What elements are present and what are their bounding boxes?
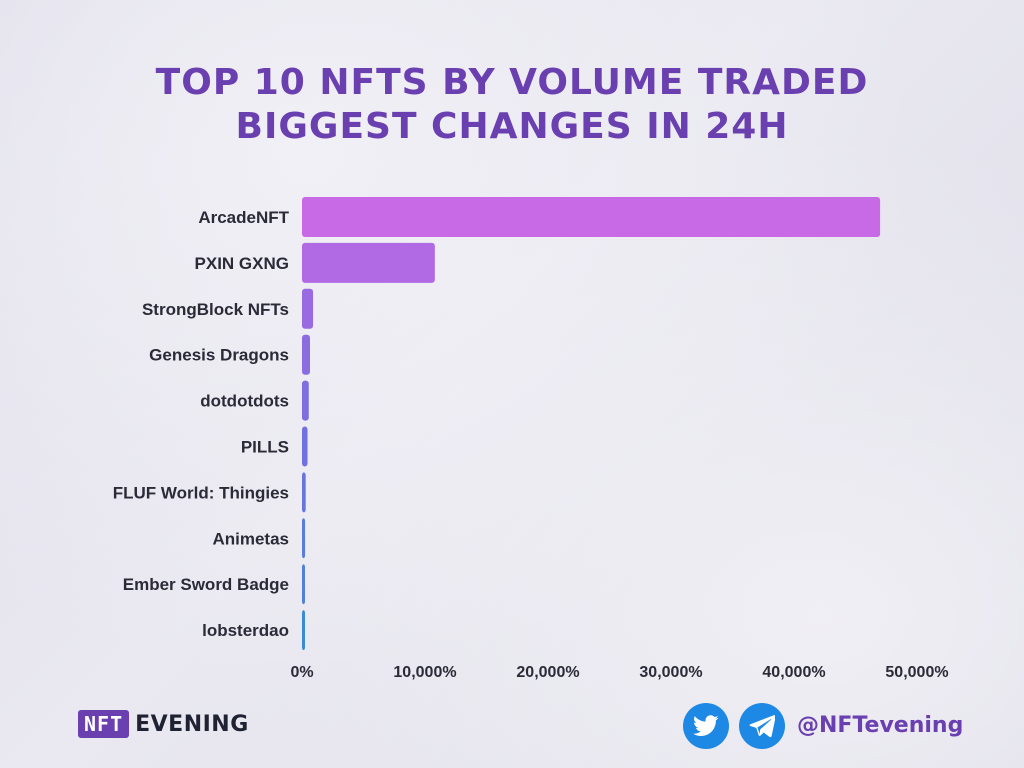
category-label: PILLS xyxy=(241,438,289,457)
category-label: ArcadeNFT xyxy=(198,208,289,227)
x-tick-label: 40,000% xyxy=(762,664,825,681)
category-label: Animetas xyxy=(212,529,289,548)
bar-ember-sword-badge xyxy=(302,564,305,605)
bar-strongblock-nfts xyxy=(302,288,314,329)
bar-pxin-gxng xyxy=(302,242,435,283)
category-label: StrongBlock NFTs xyxy=(142,300,289,319)
telegram-icon xyxy=(739,703,785,749)
bar-arcadenft xyxy=(302,197,881,237)
chart-title-line-1: TOP 10 NFTS BY VOLUME TRADED xyxy=(155,62,869,103)
bar-animetas xyxy=(302,518,306,559)
category-label: lobsterdao xyxy=(202,621,289,640)
logo-nft-box: NFT xyxy=(78,710,130,738)
category-label: Ember Sword Badge xyxy=(123,575,289,594)
category-label: dotdotdots xyxy=(200,392,289,411)
category-label: PXIN GXNG xyxy=(195,254,289,273)
bar-fluf-world-thingies xyxy=(302,472,306,513)
x-tick-label: 20,000% xyxy=(516,664,579,681)
logo-evening-word: EVENING xyxy=(135,711,249,737)
bar-lobsterdao xyxy=(302,610,305,651)
x-tick-label: 0% xyxy=(290,664,313,681)
x-tick-label: 50,000% xyxy=(885,664,948,681)
social-handle: @NFTevening xyxy=(797,713,964,738)
bar-dotdotdots xyxy=(302,380,309,421)
bar-chart: ArcadeNFT PXIN GXNG StrongBlock NFTs Genesi… xyxy=(113,197,949,681)
nft-evening-logo: NFT EVENING xyxy=(78,708,249,740)
bar-pills xyxy=(302,426,308,467)
twitter-icon xyxy=(683,703,729,749)
x-tick-label: 30,000% xyxy=(639,664,702,681)
chart-title-line-2: BIGGEST CHANGES IN 24H xyxy=(235,106,789,147)
category-label: Genesis Dragons xyxy=(149,346,289,365)
category-label: FLUF World: Thingies xyxy=(113,483,289,502)
bar-genesis-dragons xyxy=(302,334,310,375)
x-tick-label: 10,000% xyxy=(393,664,456,681)
